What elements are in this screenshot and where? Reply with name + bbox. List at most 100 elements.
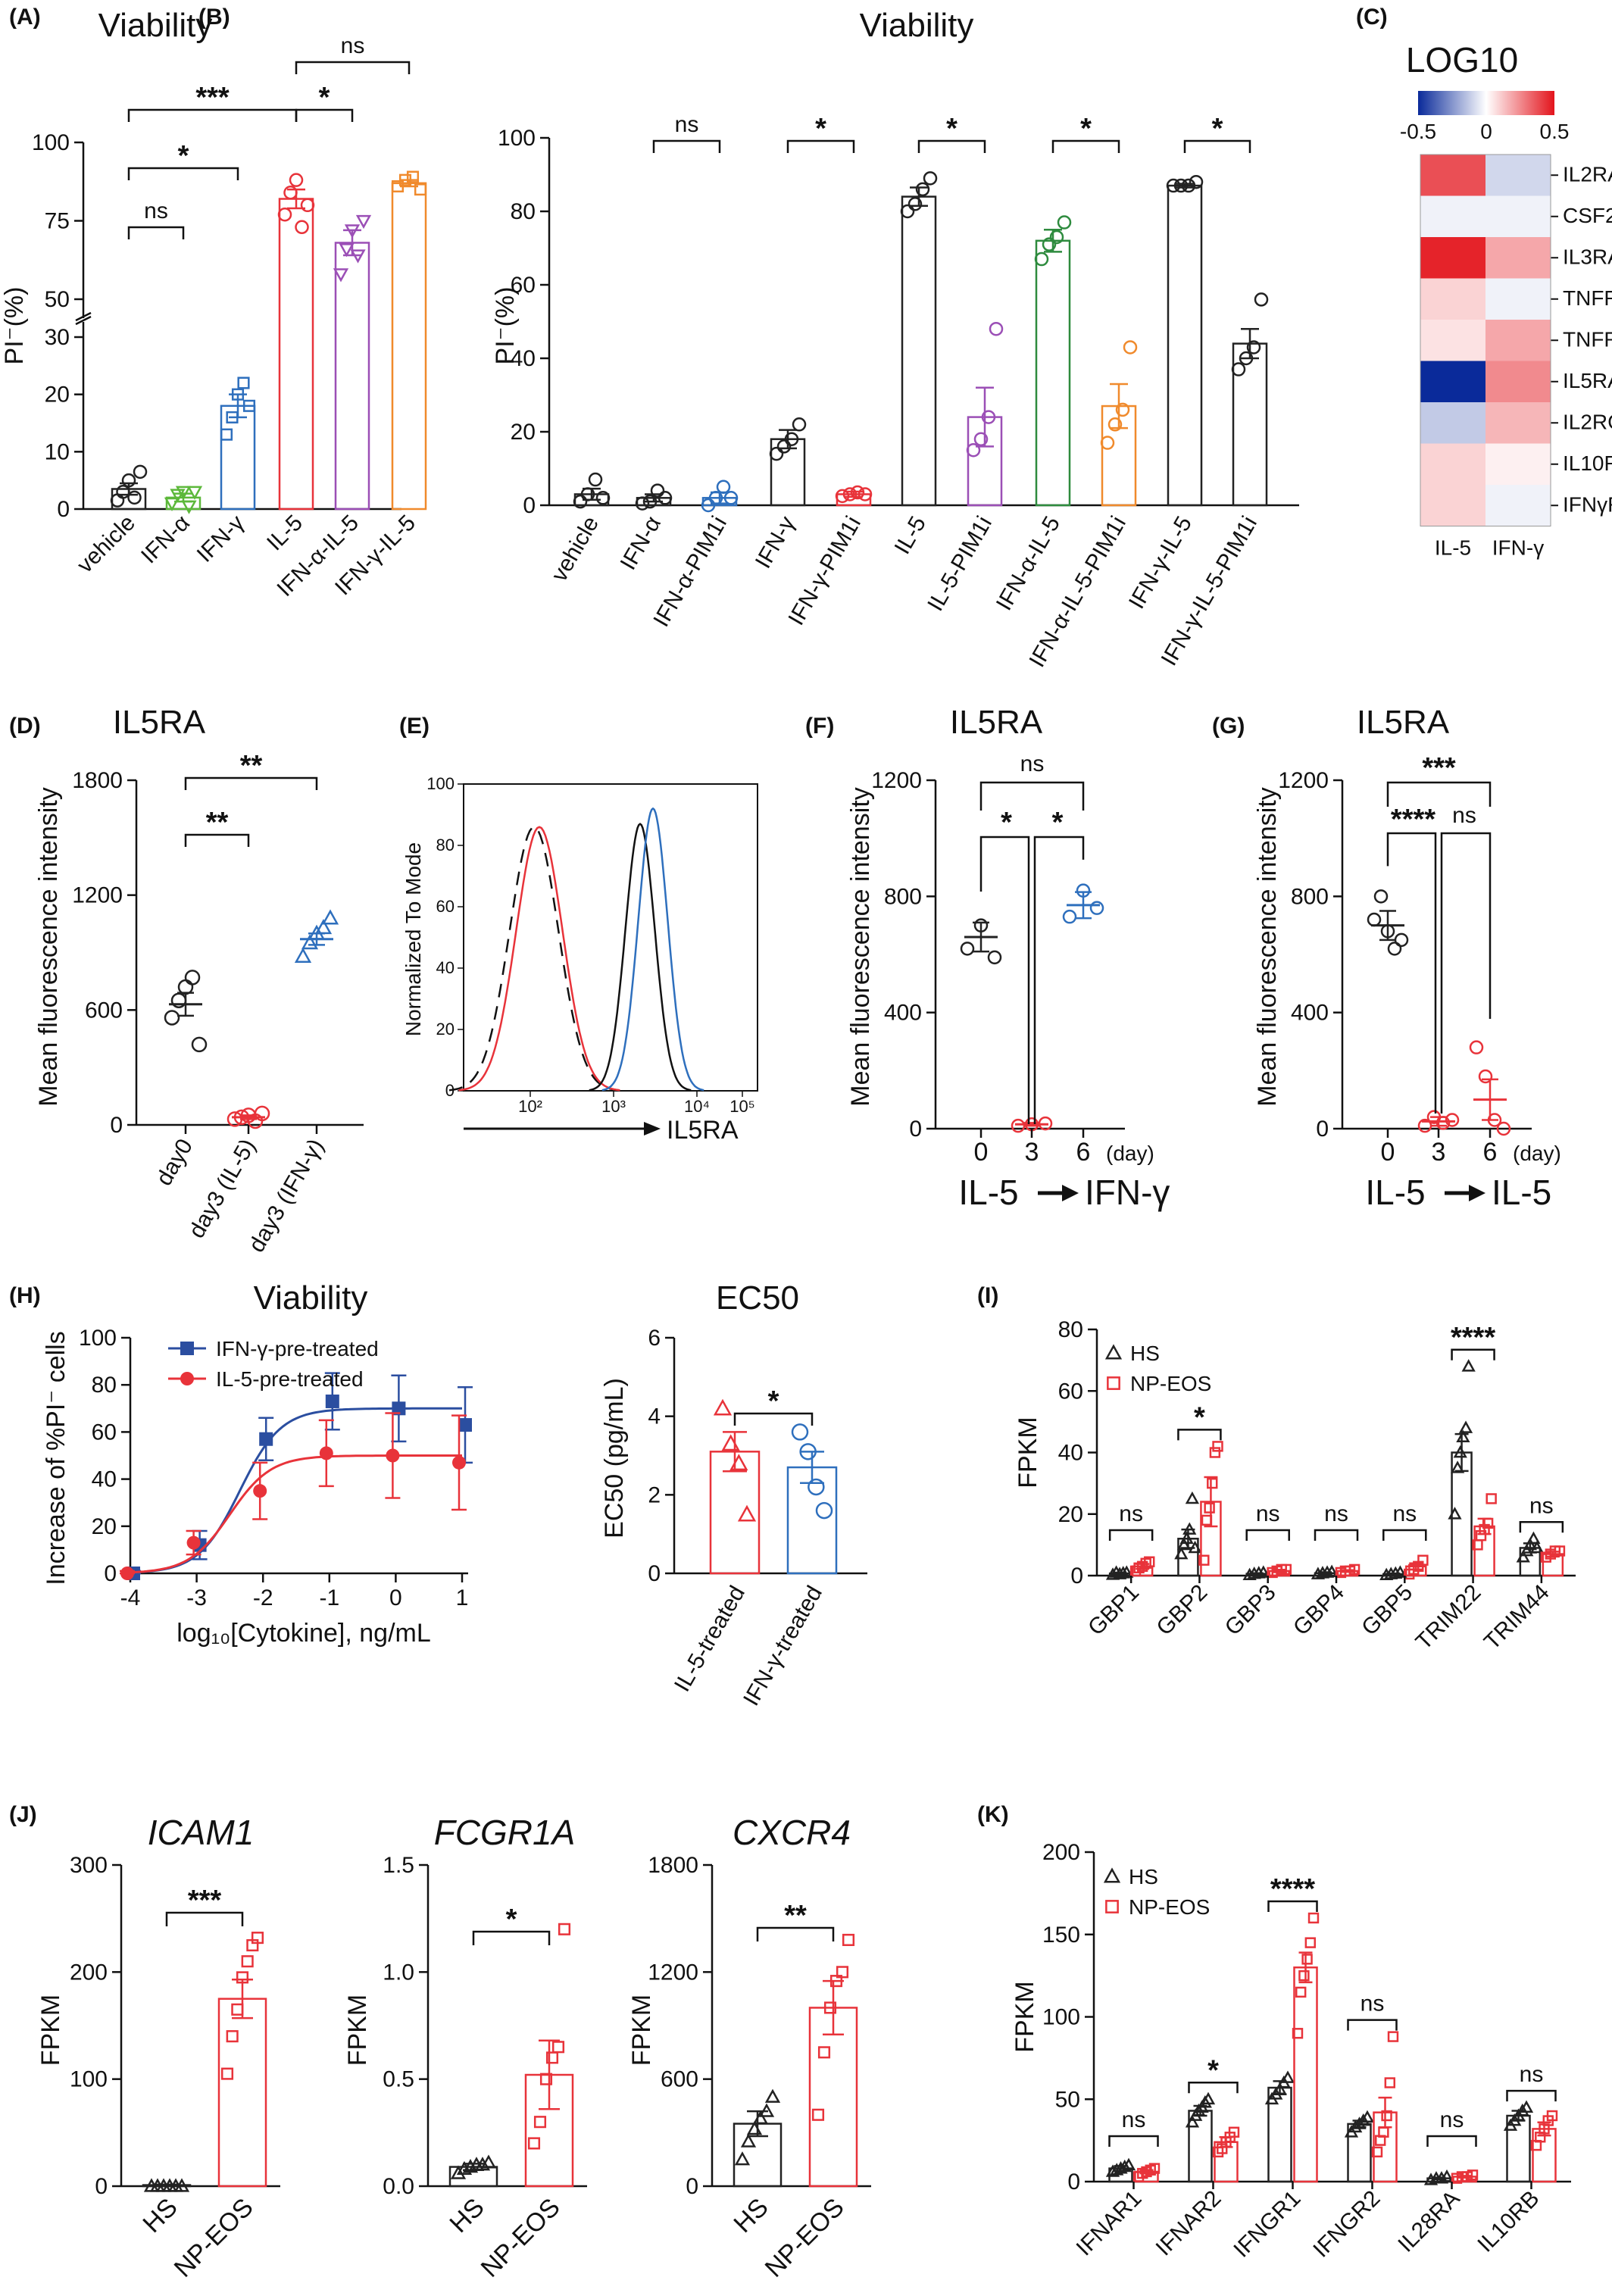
y-axis-f-tick-label: 800: [884, 884, 922, 909]
heatmap-cell: [1420, 237, 1485, 279]
xlabel-arrow-head-g: [1469, 1185, 1485, 1201]
heatmap-cell: [1420, 278, 1485, 320]
point-d: [164, 1010, 180, 1026]
point-j1: [236, 1971, 249, 1984]
legend-marker-k: [1105, 1900, 1119, 1913]
significance-bracket-a-label: ***: [195, 82, 230, 114]
point-f: [1011, 1118, 1026, 1133]
point-b: [595, 491, 611, 505]
significance-bracket-k: [1347, 2019, 1398, 2031]
significance-bracket-j3-label: **: [784, 1900, 807, 1932]
y-axis-h2-tick-label: 4: [648, 1404, 661, 1429]
category-label-j2: HS: [444, 2193, 489, 2238]
y-axis-label-d: Mean fluorescence intensity: [34, 787, 63, 1106]
significance-bracket-b-label: ns: [675, 112, 699, 137]
point-i: [1448, 1507, 1462, 1520]
point-h2: [721, 1434, 740, 1451]
point-f: [1089, 901, 1104, 915]
bar-k-HS: [1188, 2110, 1213, 2183]
point-b: [1049, 230, 1064, 245]
point-j3: [740, 2133, 757, 2148]
fit-curve-IFN-γ-pre-treated: [130, 1407, 462, 1574]
point-i: [1453, 1445, 1467, 1458]
significance-bracket-k: [1188, 2082, 1239, 2094]
point-j2: [533, 2116, 547, 2129]
point-h-IFN-γ-pre-treated: [259, 1432, 273, 1446]
category-label-i: GBP2: [1151, 1580, 1212, 1641]
significance-bracket-b-label: *: [815, 113, 826, 145]
point-b: [701, 498, 716, 513]
point-j2: [551, 2041, 565, 2054]
category-label-k: IL28RA: [1393, 2186, 1464, 2257]
point-j3: [752, 2110, 769, 2125]
point-b: [573, 494, 588, 509]
heatmap-row-label: CSF2RA: [1563, 204, 1612, 227]
y-axis-label-h: Increase of %PI⁻ cells: [42, 1331, 70, 1585]
point-i: [1348, 1563, 1361, 1576]
significance-bracket-k: [1426, 2135, 1477, 2147]
point-j1: [251, 1932, 264, 1945]
point-k: [1121, 2157, 1136, 2171]
point-a: [226, 411, 239, 423]
significance-bracket-i-label: *: [1194, 1401, 1205, 1433]
point-g: [1373, 889, 1389, 904]
panel-label-j: (J): [9, 1802, 37, 1827]
point-k: [1467, 2169, 1479, 2181]
category-label-f: 6: [1076, 1138, 1091, 1167]
point-j2: [558, 1923, 571, 1935]
colorbar-tick-label: 0: [1480, 120, 1492, 143]
category-label-k: IFNGR2: [1308, 2186, 1385, 2263]
point-k: [1273, 2082, 1287, 2095]
y-axis-j3-tick-label: 0: [686, 2174, 698, 2199]
point-f: [987, 950, 1002, 965]
heatmap-frame: [1420, 154, 1551, 526]
point-a: [350, 249, 366, 264]
point-b: [1123, 340, 1138, 355]
legend-marker-i: [1104, 1344, 1123, 1360]
point-k: [1439, 2169, 1454, 2182]
category-label-f: 0: [974, 1138, 989, 1167]
y-axis-j1-tick-label: 200: [70, 1960, 108, 1985]
y-axis-b-tick-label: 60: [511, 273, 536, 298]
xlabel-left-f: IL-5: [958, 1173, 1018, 1212]
point-k: [1546, 2110, 1558, 2122]
point-a: [121, 473, 136, 488]
significance-bracket-j1: [165, 1911, 244, 1926]
point-i: [1479, 1523, 1490, 1535]
legend-marker-i: [1107, 1376, 1120, 1390]
significance-bracket-i: [1451, 1348, 1495, 1360]
y-axis-g-tick-label: 800: [1291, 884, 1329, 909]
y-axis-h-tick-label: 80: [92, 1373, 117, 1398]
point-i: [1485, 1493, 1497, 1504]
significance-bracket-i: [1245, 1529, 1290, 1541]
significance-bracket-k-label: ns: [1122, 2107, 1146, 2132]
y-axis-label-f: Mean fluorescence intensity: [846, 787, 875, 1106]
point-k: [1519, 2100, 1534, 2113]
point-b: [716, 480, 731, 494]
point-b: [1246, 340, 1261, 355]
significance-bracket-a-label: *: [178, 140, 189, 172]
significance-label-g: ****: [1391, 804, 1435, 836]
point-k: [1280, 2070, 1295, 2083]
y-axis-j1-tick-label: 100: [70, 2067, 108, 2092]
category-label-j2: NP-EOS: [476, 2193, 566, 2283]
significance-bracket-a: [295, 108, 354, 122]
heatmap-row-label: IFNγR1: [1563, 492, 1612, 516]
point-b: [835, 489, 850, 504]
point-i: [1456, 1429, 1470, 1443]
y-axis-j2-tick-label: 1.0: [383, 1960, 414, 1985]
category-label-a: IFN-α: [136, 511, 195, 569]
heatmap-cell: [1485, 402, 1551, 444]
point-k: [1228, 2126, 1240, 2138]
point-i: [1280, 1563, 1292, 1576]
y-axis-k-tick-label: 0: [1067, 2169, 1080, 2194]
x-tick-label-h: 1: [456, 1585, 469, 1610]
category-label-f: 3: [1025, 1138, 1039, 1167]
point-b: [850, 485, 865, 500]
y-axis-i-tick-label: 60: [1058, 1379, 1083, 1404]
point-g: [1367, 912, 1382, 927]
point-k: [1515, 2103, 1529, 2116]
significance-bracket-i-label: ns: [1256, 1501, 1280, 1526]
category-label-k: IFNGR1: [1229, 2186, 1305, 2263]
significance-label-g: ***: [1422, 752, 1456, 784]
